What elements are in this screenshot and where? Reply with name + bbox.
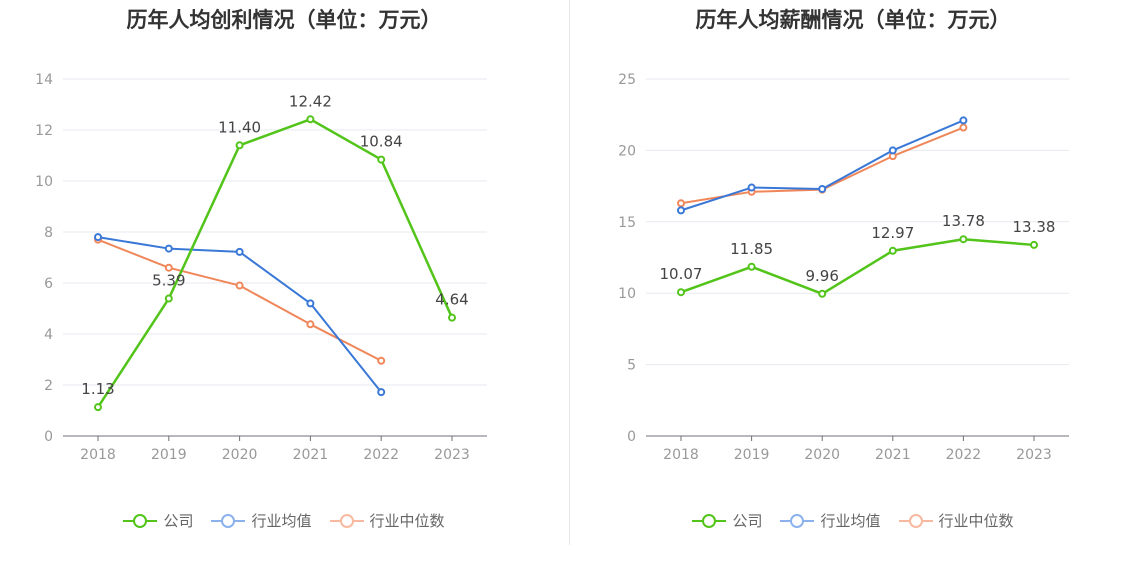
data-point (677, 206, 685, 215)
data-point (306, 299, 315, 308)
x-tick-label: 2021 (293, 447, 329, 463)
data-label: 5.39 (152, 272, 185, 290)
data-point (888, 146, 897, 155)
legend-line-icon (692, 513, 727, 528)
series-line-company (96, 118, 454, 408)
legend-label: 公司 (732, 512, 763, 530)
x-tick-label: 2020 (804, 447, 840, 463)
data-point (1030, 240, 1038, 249)
data-point (235, 247, 244, 256)
data-label: 12.42 (289, 92, 332, 110)
chart-title: 历年人均创利情况（单位：万元） (126, 8, 442, 32)
x-tick-label: 2019 (151, 447, 187, 463)
y-tick-label: 2 (44, 378, 53, 394)
chart-legend: 公司 行业均值 行业中位数 (0, 510, 568, 531)
series-line-company (680, 237, 1035, 296)
legend-line-icon (780, 513, 815, 528)
series-line-industry-avg (97, 236, 382, 393)
legend-label: 行业均值 (820, 512, 881, 530)
data-label: 4.64 (435, 291, 468, 309)
data-point (164, 263, 173, 272)
salary-per-capita-chart: 历年人均薪酬情况（单位：万元） 0 5 10 15 20 25 2018 2019 2020 20… (572, 0, 1134, 582)
y-tick-label: 5 (627, 358, 636, 374)
legend-item-industry-avg[interactable]: 行业均值 (211, 510, 312, 531)
data-point (448, 313, 456, 322)
data-point (959, 235, 968, 244)
data-label: 11.40 (218, 118, 261, 136)
y-tick-label: 15 (618, 215, 636, 231)
data-point (677, 288, 685, 297)
data-label: 9.96 (805, 267, 838, 285)
data-point (377, 155, 386, 164)
legend-item-company[interactable]: 公司 (692, 510, 762, 531)
profit-per-capita-chart: 历年人均创利情况（单位：万元） 0 2 4 6 8 10 12 14 2018 2019 2020 2… (0, 8, 568, 531)
chart-legend: 公司 行业均值 行业中位数 (572, 510, 1134, 531)
data-point (235, 141, 244, 150)
x-tick-label: 2020 (222, 447, 258, 463)
data-label: 10.07 (660, 265, 703, 283)
x-tick-label: 2019 (734, 447, 770, 463)
x-tick-label: 2021 (875, 447, 911, 463)
y-tick-label: 8 (44, 225, 53, 241)
data-label: 13.78 (942, 212, 985, 230)
legend-line-icon (329, 513, 364, 528)
x-tick-label: 2018 (80, 447, 116, 463)
profit-chart-plot: 0 2 4 6 8 10 12 14 2018 2019 2020 2021 2022 2023 1.13 5… (35, 72, 487, 463)
data-label: 10.84 (360, 133, 403, 151)
y-tick-label: 20 (618, 143, 636, 159)
y-tick-label: 12 (35, 123, 53, 139)
data-label: 13.38 (1013, 218, 1056, 236)
salary-chart-plot: 0 5 10 15 20 25 2018 2019 2020 2021 2022 2023 10.07 1… (618, 72, 1069, 463)
data-point (94, 403, 102, 412)
data-point (164, 294, 173, 303)
data-point (959, 116, 968, 125)
data-point (377, 356, 386, 365)
series-line-industry-avg (680, 119, 964, 212)
legend-item-industry-median[interactable]: 行业中位数 (898, 510, 1014, 531)
y-tick-label: 0 (627, 429, 636, 445)
data-label: 11.85 (730, 240, 773, 258)
legend-label: 公司 (163, 512, 194, 530)
y-tick-label: 10 (618, 286, 636, 302)
data-point (306, 320, 315, 329)
y-tick-label: 10 (35, 174, 53, 190)
y-tick-label: 6 (44, 276, 53, 292)
y-tick-label: 25 (618, 72, 636, 88)
y-tick-label: 0 (44, 429, 53, 445)
legend-item-industry-median[interactable]: 行业中位数 (329, 510, 445, 531)
y-tick-label: 14 (35, 72, 53, 88)
legend-label: 行业中位数 (369, 512, 445, 530)
data-point (377, 388, 386, 397)
x-tick-label: 2022 (363, 447, 399, 463)
data-point (747, 183, 756, 192)
legend-item-industry-avg[interactable]: 行业均值 (780, 510, 881, 531)
y-tick-label: 4 (44, 327, 53, 343)
data-label: 1.13 (81, 380, 114, 398)
x-tick-label: 2023 (1016, 447, 1052, 463)
legend-label: 行业均值 (251, 512, 312, 530)
legend-label: 行业中位数 (938, 512, 1014, 530)
legend-item-company[interactable]: 公司 (123, 510, 193, 531)
data-point (164, 244, 173, 253)
data-point (818, 184, 827, 193)
data-label: 12.97 (871, 224, 914, 242)
data-point (959, 123, 968, 132)
legend-line-icon (123, 513, 158, 528)
data-point (94, 233, 102, 242)
x-tick-label: 2023 (434, 447, 470, 463)
x-tick-label: 2018 (663, 447, 699, 463)
data-point (818, 289, 827, 298)
chart-title: 历年人均薪酬情况（单位：万元） (695, 8, 1011, 32)
data-point (235, 281, 244, 290)
data-point (888, 246, 897, 255)
data-point (677, 199, 685, 208)
data-point (306, 115, 315, 124)
panel-divider (569, 0, 570, 545)
legend-line-icon (898, 513, 933, 528)
data-point (747, 262, 756, 271)
x-tick-label: 2022 (946, 447, 982, 463)
legend-line-icon (211, 513, 246, 528)
